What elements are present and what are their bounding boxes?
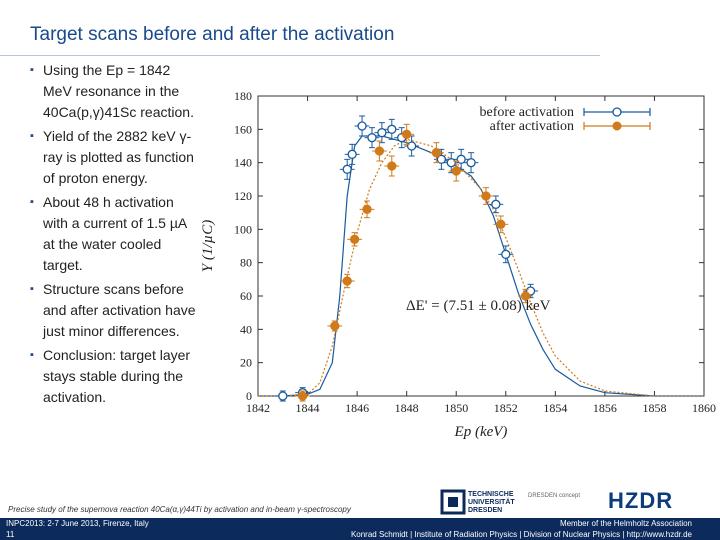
bullet-3: About 48 h activation with a current of …	[30, 192, 200, 276]
x-tick-label: 1856	[593, 401, 617, 415]
after-data-point	[520, 291, 531, 301]
after-data-point	[402, 129, 412, 139]
y-axis-ticks: 0 20 40 60 80 100 120 140 160 180	[234, 89, 704, 403]
after-data-point	[387, 161, 397, 171]
y-tick-label: 180	[234, 89, 252, 103]
x-tick-label: 1850	[444, 401, 468, 415]
before-data-point	[406, 141, 417, 151]
y-tick-label: 100	[234, 222, 252, 236]
x-tick-label: 1842	[246, 401, 270, 415]
y-tick-label: 60	[240, 289, 252, 303]
tu-dresden-logo-text: TECHNISCHE UNIVERSITÄT DRESDEN	[468, 491, 515, 514]
y-tick-label: 160	[234, 122, 252, 136]
footer-bar	[0, 518, 720, 540]
y-tick-label: 140	[234, 156, 252, 170]
after-data-point	[481, 191, 491, 201]
after-data-point	[330, 321, 340, 331]
bullet-2: Yield of the 2882 keV γ-ray is plotted a…	[30, 126, 200, 189]
before-data-point	[446, 158, 456, 168]
before-data-point	[377, 128, 387, 138]
y-tick-label: 80	[240, 256, 252, 270]
y-tick-label: 120	[234, 189, 252, 203]
x-tick-label: 1852	[494, 401, 518, 415]
x-tick-label: 1858	[642, 401, 666, 415]
after-fit-curve	[258, 138, 704, 397]
after-data-point	[349, 234, 360, 244]
legend: before activation after activation	[480, 105, 651, 134]
bullet-1: Using the Ep = 1842 MeV resonance in the…	[30, 60, 200, 123]
after-data-point	[496, 219, 506, 229]
x-axis-label: Ep (keV)	[454, 424, 508, 440]
before-fit-curve	[258, 135, 704, 397]
before-data-point	[491, 199, 501, 209]
before-data-point	[456, 154, 466, 164]
data-points	[275, 115, 538, 402]
before-data-point	[367, 133, 377, 143]
x-axis-ticks: 1842 1844 1846 1848 1850 1852 1854 1856 1858 1860	[246, 96, 716, 415]
y-tick-label: 0	[246, 389, 252, 403]
hzdr-logo: HZDR	[608, 488, 674, 513]
after-data-point	[297, 391, 308, 401]
x-tick-label: 1848	[395, 401, 419, 415]
legend-after-label: after activation	[490, 119, 574, 134]
after-data-point	[451, 166, 461, 176]
annotation-text: ΔE' = (7.51 ± 0.08) keV	[406, 298, 551, 314]
after-data-point	[342, 276, 352, 286]
before-data-point	[357, 121, 367, 131]
footer-conference: INPC2013: 2-7 June 2013, Firenze, Italy	[6, 519, 149, 528]
x-tick-label: 1846	[345, 401, 369, 415]
y-axis-label: Y (1/µC)	[200, 220, 216, 272]
before-data-point	[342, 164, 352, 174]
before-data-point	[387, 124, 397, 134]
slide-title: Target scans before and after the activa…	[30, 24, 395, 45]
y-tick-label: 40	[240, 322, 252, 336]
after-data-point	[374, 146, 385, 156]
footer-note: Precise study of the supernova reaction …	[8, 505, 351, 514]
before-data-point	[466, 158, 476, 168]
x-tick-label: 1860	[692, 401, 716, 415]
dresden-concept-logo: DRESDEN concept	[528, 493, 581, 499]
footer-page-number: 11	[6, 530, 15, 539]
legend-before-label: before activation	[480, 105, 574, 120]
x-tick-label: 1844	[296, 401, 320, 415]
bullet-5: Conclusion: target layer stays stable du…	[30, 345, 200, 408]
bullet-list: Using the Ep = 1842 MeV resonance in the…	[30, 60, 200, 411]
x-tick-label: 1854	[543, 401, 567, 415]
before-data-point	[347, 149, 357, 159]
y-tick-label: 20	[240, 356, 252, 370]
legend-after-marker	[612, 121, 622, 131]
after-data-point	[431, 148, 442, 158]
after-data-point	[362, 204, 372, 214]
footer-author: Konrad Schmidt | Institute of Radiation …	[350, 530, 692, 539]
plot-frame	[257, 95, 705, 397]
before-data-point	[501, 249, 511, 259]
fit-curves	[258, 135, 704, 397]
before-data-point	[436, 154, 447, 164]
tu-dresden-logo-icon	[440, 489, 466, 515]
bullet-4: Structure scans before and after activat…	[30, 279, 200, 342]
before-data-point	[278, 391, 288, 401]
footer-member: Member of the Helmholtz Association	[559, 519, 692, 528]
title-divider	[0, 55, 600, 56]
legend-before-marker	[612, 107, 622, 117]
